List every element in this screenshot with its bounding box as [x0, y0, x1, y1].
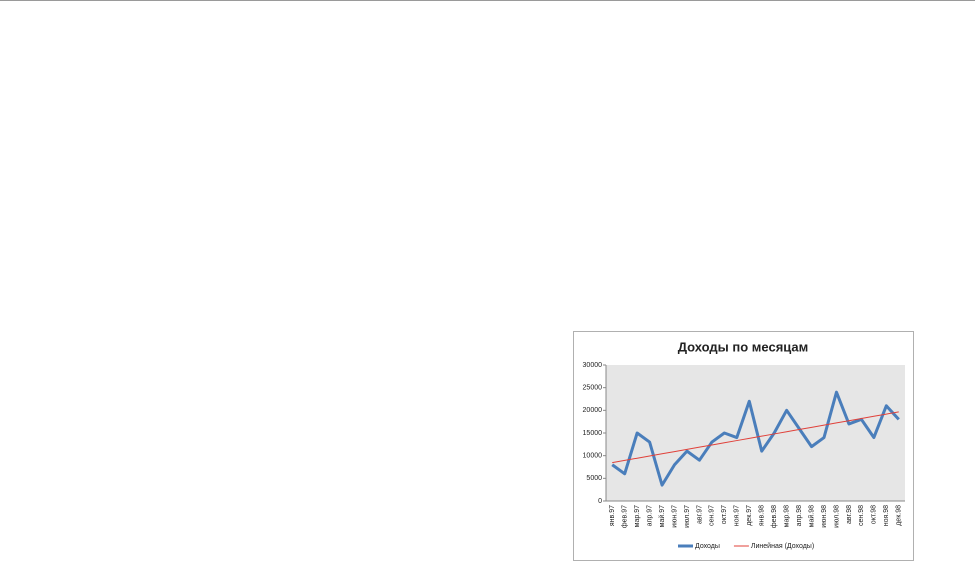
y-tick-label: 0	[598, 498, 602, 505]
x-tick-label: авг.97	[696, 505, 703, 524]
y-tick-label: 10000	[583, 453, 603, 460]
x-tick-label: июн.98	[821, 505, 828, 528]
y-tick-label: 30000	[583, 362, 603, 369]
x-tick-label: окт.98	[871, 505, 878, 524]
x-tick-label: янв.98	[759, 505, 766, 526]
y-tick-label: 25000	[583, 385, 603, 392]
x-tick-label: дек.98	[896, 505, 903, 526]
legend-label: Линейная (Доходы)	[751, 542, 814, 550]
x-tick-label: июл.97	[684, 505, 691, 528]
y-tick-label: 15000	[583, 430, 603, 437]
x-tick-label: ноя.97	[734, 505, 741, 526]
y-tick-label: 5000	[586, 475, 602, 482]
x-tick-label: фев.98	[771, 505, 778, 528]
plot-area	[606, 365, 905, 501]
x-tick-label: июл.98	[833, 505, 840, 528]
x-tick-label: янв.97	[609, 505, 616, 526]
legend-label: Доходы	[695, 543, 720, 550]
x-tick-label: авг.98	[846, 505, 853, 524]
y-tick-label: 20000	[583, 407, 603, 414]
x-tick-label: мар.98	[783, 505, 790, 527]
x-tick-label: апр.97	[646, 505, 653, 526]
chart-title: Доходы по месяцам	[678, 339, 809, 354]
x-tick-label: фев.97	[622, 505, 629, 528]
data-line	[611, 390, 900, 487]
trend-line	[612, 411, 899, 464]
x-tick-label: май.98	[807, 505, 815, 527]
x-tick-label: июн.97	[671, 505, 678, 528]
x-tick-label: мар.97	[634, 505, 641, 527]
x-tick-label: апр.98	[796, 505, 803, 526]
x-tick-label: дек.97	[746, 505, 753, 526]
x-tick-label: окт.97	[721, 505, 728, 524]
x-tick-label: ноя.98	[883, 505, 890, 526]
x-tick-label: сен.97	[709, 505, 716, 526]
x-tick-label: сен.98	[858, 505, 865, 526]
x-tick-label: май.97	[658, 505, 666, 527]
